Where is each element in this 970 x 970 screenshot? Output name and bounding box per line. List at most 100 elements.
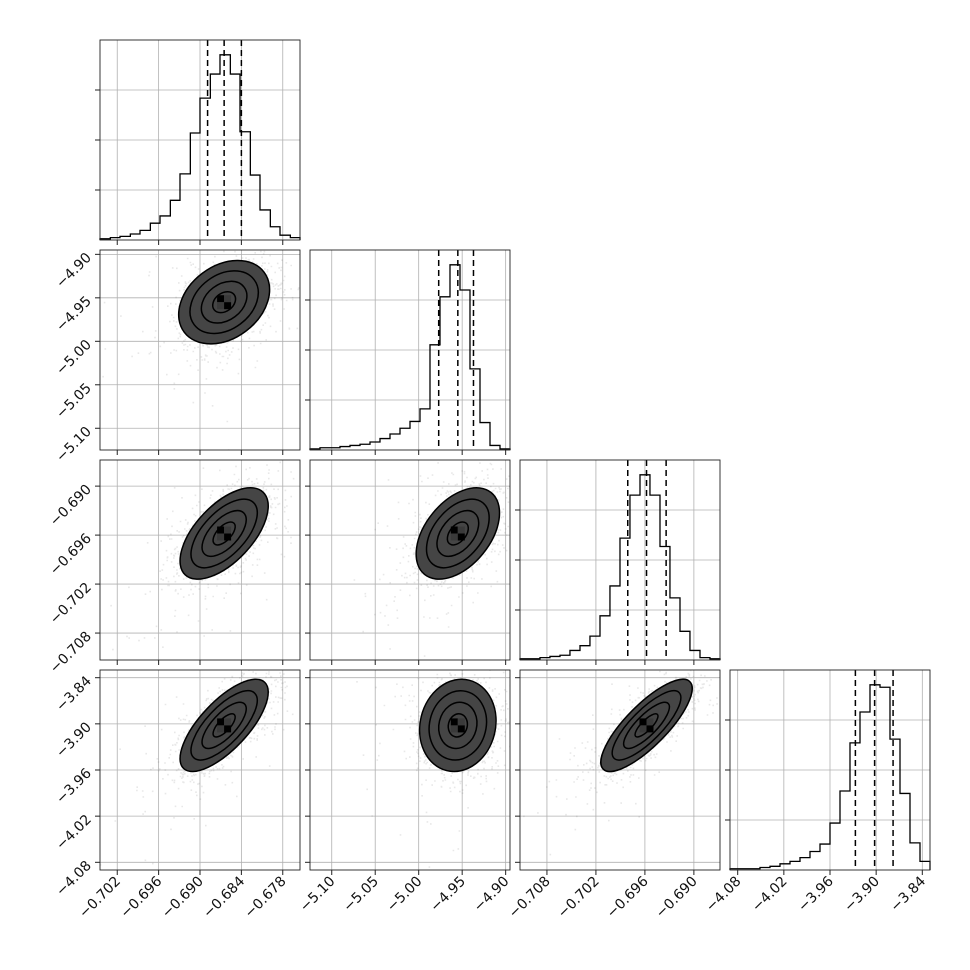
contour-line-level-1 <box>212 521 236 546</box>
density-cell <box>224 725 232 733</box>
x-tick-label: −3.84 <box>887 873 929 915</box>
density-cell <box>217 295 225 303</box>
density-cell <box>450 725 458 733</box>
contour-line-level-3 <box>611 690 682 761</box>
x-tick-label: −4.08 <box>703 874 745 916</box>
density-cell <box>646 718 654 726</box>
panel-contents <box>100 670 300 870</box>
scatter-panel-2-3 <box>305 459 511 665</box>
axes-frame <box>99 459 301 661</box>
y-tick-label: −0.696 <box>47 531 95 579</box>
density-cell <box>450 718 458 726</box>
scatter-panel-2-4 <box>305 669 511 875</box>
density-cell <box>217 718 225 726</box>
contour-line-level-2 <box>201 701 247 750</box>
x-tick-label: −0.702 <box>555 874 603 922</box>
contour-line-level-1 <box>446 521 470 546</box>
axes-frame <box>519 459 721 661</box>
axes-frame <box>309 669 511 871</box>
contour-line-level-2 <box>622 701 671 750</box>
histogram-panel-1 <box>95 39 301 241</box>
density-cell <box>217 302 225 310</box>
histogram-step-line <box>99 54 301 240</box>
y-tick-label: −0.690 <box>47 482 95 530</box>
x-tick-label: −3.96 <box>795 873 837 915</box>
contour-line-level-2 <box>436 509 480 558</box>
x-tick-label: −5.05 <box>340 874 382 916</box>
density-core <box>217 526 232 541</box>
x-tick-label: −0.696 <box>604 873 652 921</box>
density-cell <box>224 295 232 303</box>
x-tick-label: −0.690 <box>159 874 207 922</box>
x-axis-labels-1: −0.702−0.696−0.690−0.684−0.678 <box>76 873 289 921</box>
density-cell <box>450 533 458 541</box>
contour-line-level-4 <box>418 678 497 773</box>
density-core <box>450 718 465 733</box>
axes-frame <box>519 669 721 871</box>
contour-line-level-2 <box>200 280 248 324</box>
x-axis-labels-4: −4.08 −4.02 −3.96 −3.90 −3.84 <box>703 870 929 915</box>
y-tick-label: −3.96 <box>53 765 95 807</box>
histogram-step-line <box>519 474 721 660</box>
density-core <box>450 526 465 541</box>
x-axis-labels-3: −0.708 −0.702 −0.696 −0.690 <box>506 873 701 921</box>
scatter-panel-1-3 <box>95 459 301 665</box>
y-tick-label: −4.08 <box>53 858 95 900</box>
contour-line-level-4 <box>600 678 693 773</box>
x-tick-label: −5.00 <box>384 874 426 916</box>
contour-line-level-4 <box>415 487 501 580</box>
density-cell <box>457 526 465 534</box>
panel-contents <box>520 670 720 870</box>
density-cell <box>639 725 647 733</box>
histogram-panel-4 <box>725 669 931 871</box>
density-cell <box>450 526 458 534</box>
panel-contents <box>100 460 300 660</box>
y-tick-label: −3.84 <box>53 673 95 715</box>
density-cell <box>224 718 232 726</box>
contour-line-level-4 <box>179 678 269 773</box>
y-tick-label: −4.90 <box>53 250 95 292</box>
y-tick-label: −5.00 <box>53 337 95 379</box>
contour-line-level-1 <box>634 713 659 738</box>
panel-contents <box>100 250 300 450</box>
y-tick-label: −0.702 <box>47 580 95 628</box>
panel-contents <box>310 670 510 870</box>
contour-line-level-4 <box>177 259 271 345</box>
histogram-step-line <box>309 264 511 450</box>
axes-frame <box>99 249 301 451</box>
y-axis-labels-3: −0.708−0.702−0.696−0.690 <box>47 482 95 677</box>
x-tick-label: −0.708 <box>506 874 554 922</box>
density-core <box>217 295 232 310</box>
y-tick-label: −5.05 <box>53 380 95 422</box>
y-axis-labels-4: −4.08−4.02 −3.96−3.90−3.84 <box>53 673 95 899</box>
contour-line-level-1 <box>211 290 237 314</box>
x-tick-label: −0.696 <box>117 873 165 921</box>
x-tick-label: −5.10 <box>297 874 339 916</box>
contour-line-level-4 <box>179 487 269 580</box>
axes-frame <box>99 669 301 871</box>
y-axis-labels-2: −5.10−5.05−5.00−4.95−4.90 <box>53 250 95 466</box>
density-cell <box>457 725 465 733</box>
x-tick-label: −0.702 <box>76 874 124 922</box>
x-tick-label: −4.02 <box>749 874 791 916</box>
panel-contents <box>310 460 510 660</box>
contour-line-level-1 <box>212 713 236 738</box>
density-cell <box>224 302 232 310</box>
y-tick-label: −5.10 <box>53 424 95 466</box>
contour-line-level-3 <box>189 270 260 335</box>
axes-frame <box>309 459 511 661</box>
y-tick-label: −4.95 <box>53 293 95 335</box>
contour-line-level-1 <box>447 713 469 738</box>
x-tick-label: −0.690 <box>653 874 701 922</box>
contour-line-level-3 <box>428 690 488 761</box>
density-cell <box>224 526 232 534</box>
scatter-panel-1-4 <box>95 669 301 875</box>
contour-line-level-2 <box>437 701 478 750</box>
x-tick-label: −4.95 <box>427 874 469 916</box>
density-core <box>639 718 654 733</box>
density-cell <box>217 526 225 534</box>
x-axis-labels-2: −5.10 −5.05 −5.00 −4.95 −4.90 <box>297 874 513 916</box>
histogram-panel-2 <box>305 249 511 451</box>
contour-line-level-3 <box>190 498 258 569</box>
